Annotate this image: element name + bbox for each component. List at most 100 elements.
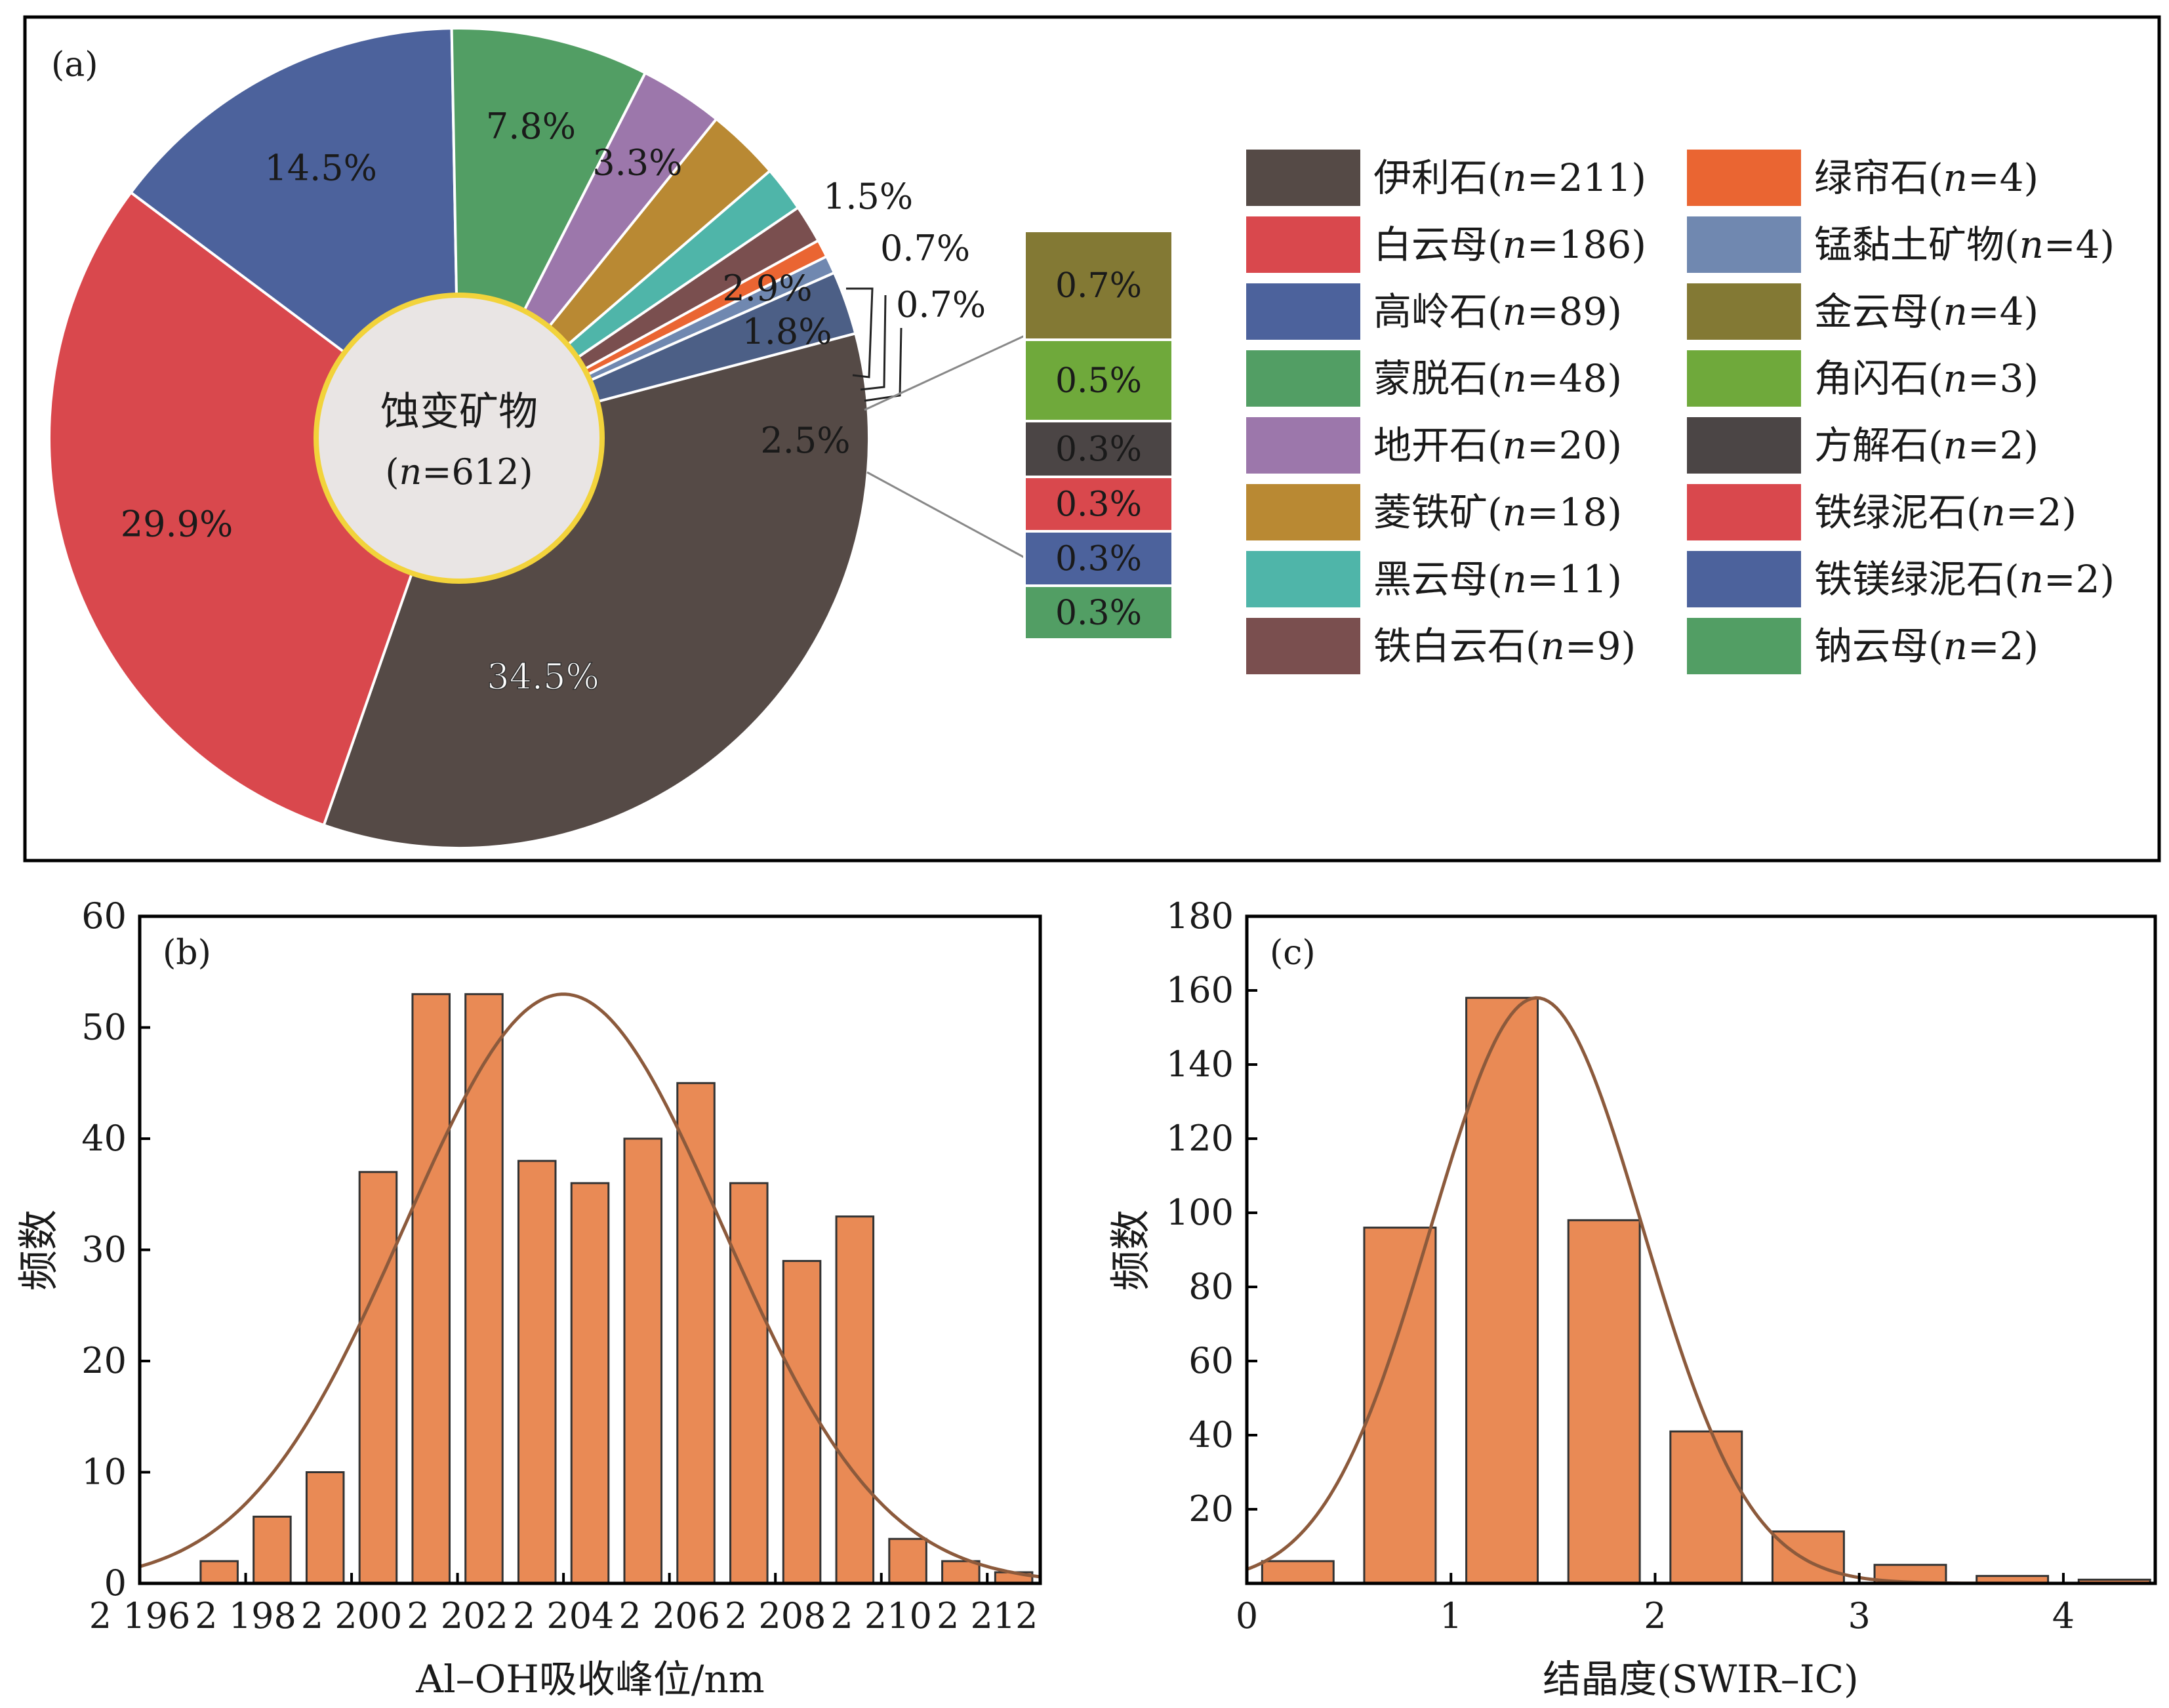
panel-c: 0 1 2 3 4 20 40 60 80 100 120 140 160 180 (c) 结晶度(SWI… [1106, 895, 2157, 1701]
b-x-tick-label-8: 2 210 [830, 1595, 932, 1637]
b-bar-13 [835, 1215, 875, 1585]
c-bar-6 [1771, 1530, 1845, 1585]
legend-swatch-12 [1687, 350, 1801, 407]
panel-b-bars [199, 993, 1034, 1585]
legend-swatch-14 [1687, 484, 1801, 540]
panel-b-label: (b) [163, 933, 211, 973]
panel-b-fit-curve [139, 992, 1041, 1579]
c-x-tick-label-4: 3 [1848, 1595, 1871, 1637]
pie-label-2: 29.9% [121, 503, 233, 544]
b-bar-5 [411, 993, 451, 1585]
c-x-tick-label-1: 0 [1236, 1595, 1258, 1637]
b-bar-9 [623, 1137, 663, 1585]
legend-label-6: 菱铁矿(n=18) [1373, 490, 1622, 535]
panel-a-frame [23, 15, 2161, 863]
legend-label-7: 黑云母(n=11) [1373, 557, 1622, 601]
b-y-tick-label-4: 30 [81, 1229, 127, 1271]
panel-c-plot-frame [1245, 914, 2157, 1585]
pie-label-10: 0.7% [896, 284, 986, 325]
legend-swatch-4 [1246, 350, 1360, 407]
panel-c-axes: 0 1 2 3 4 20 40 60 80 100 120 140 160 180 [1166, 895, 2075, 1637]
panel-c-bars [1261, 996, 2151, 1585]
pie-center-disc [314, 293, 605, 584]
pie-slice-2 [48, 190, 461, 827]
b-bar-15 [941, 1560, 981, 1585]
legend-swatch-9 [1687, 150, 1801, 206]
legend-swatch-16 [1687, 618, 1801, 674]
legend-label-16: 钠云母(n=2) [1814, 624, 2038, 668]
legend-label-14: 铁绿泥石(n=2) [1814, 490, 2077, 535]
breakout-label-1: 0.7% [1055, 266, 1142, 306]
c-y-tick-label-9: 180 [1166, 895, 1234, 937]
c-bar-5 [1669, 1430, 1743, 1585]
c-bar-3 [1465, 996, 1539, 1585]
b-bar-11 [729, 1182, 769, 1585]
pie-label-1: 34.5% [487, 656, 599, 697]
legend-swatch-1 [1246, 150, 1360, 206]
breakout-label-4: 0.3% [1055, 485, 1142, 525]
panel-c-x-axis-title: 结晶度(SWIR–IC) [1543, 1657, 1858, 1701]
pie-label-4: 7.8% [486, 106, 576, 147]
b-y-tick-label-7: 60 [81, 895, 127, 937]
b-bar-2 [253, 1515, 292, 1585]
breakout-label-5: 0.3% [1055, 540, 1142, 579]
legend-swatch-10 [1687, 216, 1801, 273]
breakout-label-3: 0.3% [1055, 430, 1142, 470]
breakout-connector-bottom [866, 471, 1025, 559]
b-y-tick-label-6: 50 [81, 1007, 127, 1048]
c-y-tick-label-1: 20 [1188, 1488, 1234, 1530]
pie-label-7: 1.8% [742, 311, 832, 352]
leader-0-7-a [860, 295, 887, 391]
c-bar-1 [1261, 1560, 1335, 1585]
breakout-segment-6 [1023, 584, 1174, 641]
b-bar-3 [305, 1471, 345, 1585]
legend-label-11: 金云母(n=4) [1814, 289, 2038, 334]
b-y-tick-label-2: 10 [81, 1452, 127, 1493]
c-y-tick-label-4: 80 [1188, 1266, 1234, 1307]
legend-swatch-13 [1687, 417, 1801, 474]
panel-b-x-axis-title: Al–OH吸收峰位/nm [415, 1657, 764, 1701]
b-x-tick-label-6: 2 206 [618, 1595, 720, 1637]
panel-a-label: (a) [51, 45, 98, 85]
b-bar-1 [199, 1560, 239, 1585]
legend-label-12: 角闪石(n=3) [1814, 356, 2038, 401]
breakout-label-2: 0.5% [1055, 361, 1142, 401]
panel-b-y-axis-title: 频数 [14, 1210, 62, 1291]
pie-center-title: 蚀变矿物 [380, 389, 538, 435]
pie-label-6: 2.9% [722, 268, 812, 309]
c-x-tick-label-2: 1 [1440, 1595, 1462, 1637]
b-x-tick-label-1: 2 196 [89, 1595, 191, 1637]
panel-b: 2 196 2 198 2 200 2 202 2 204 2 206 2 208 2 210… [14, 895, 1042, 1701]
legend-label-3: 高岭石(n=89) [1373, 289, 1622, 334]
legend-swatch-15 [1687, 551, 1801, 607]
b-x-tick-label-3: 2 200 [301, 1595, 403, 1637]
legend-label-1: 伊利石(n=211) [1373, 155, 1646, 200]
legend-label-8: 铁白云石(n=9) [1373, 624, 1636, 668]
pie-label-9: 0.7% [880, 228, 970, 269]
legend-label-4: 蒙脱石(n=48) [1373, 356, 1622, 401]
breakout-bar: 0.7% 0.5% 0.3% 0.3% 0.3% 0.3% [1023, 230, 1174, 641]
b-bar-14 [888, 1537, 927, 1585]
pie-label-8: 1.5% [823, 176, 913, 217]
pie-label-5: 3.3% [592, 142, 682, 183]
pie-center: 蚀变矿物 (n=612) [314, 293, 605, 584]
breakout-segment-5 [1023, 530, 1174, 587]
b-x-tick-label-5: 2 204 [513, 1595, 615, 1637]
c-bar-4 [1567, 1219, 1641, 1585]
pie-slice-labels: 34.5% 29.9% 14.5% 7.8% 3.3% 2.9%1.8% 1.5% 0.7% 0… [121, 106, 986, 698]
c-y-tick-label-8: 160 [1166, 969, 1234, 1011]
b-y-tick-label-3: 20 [81, 1340, 127, 1381]
b-bar-8 [570, 1182, 610, 1585]
c-bar-2 [1363, 1227, 1437, 1585]
c-y-tick-label-5: 100 [1166, 1192, 1234, 1233]
c-y-tick-label-7: 140 [1166, 1044, 1234, 1085]
b-bar-4 [358, 1171, 398, 1585]
b-x-tick-label-9: 2 212 [937, 1595, 1038, 1637]
c-x-tick-label-5: 4 [2052, 1595, 2075, 1637]
legend-swatch-11 [1687, 283, 1801, 340]
pie-label-11: 2.5% [760, 420, 850, 461]
b-bar-10 [676, 1082, 716, 1585]
legend-swatch-2 [1246, 216, 1360, 273]
legend-label-13: 方解石(n=2) [1814, 423, 2038, 468]
